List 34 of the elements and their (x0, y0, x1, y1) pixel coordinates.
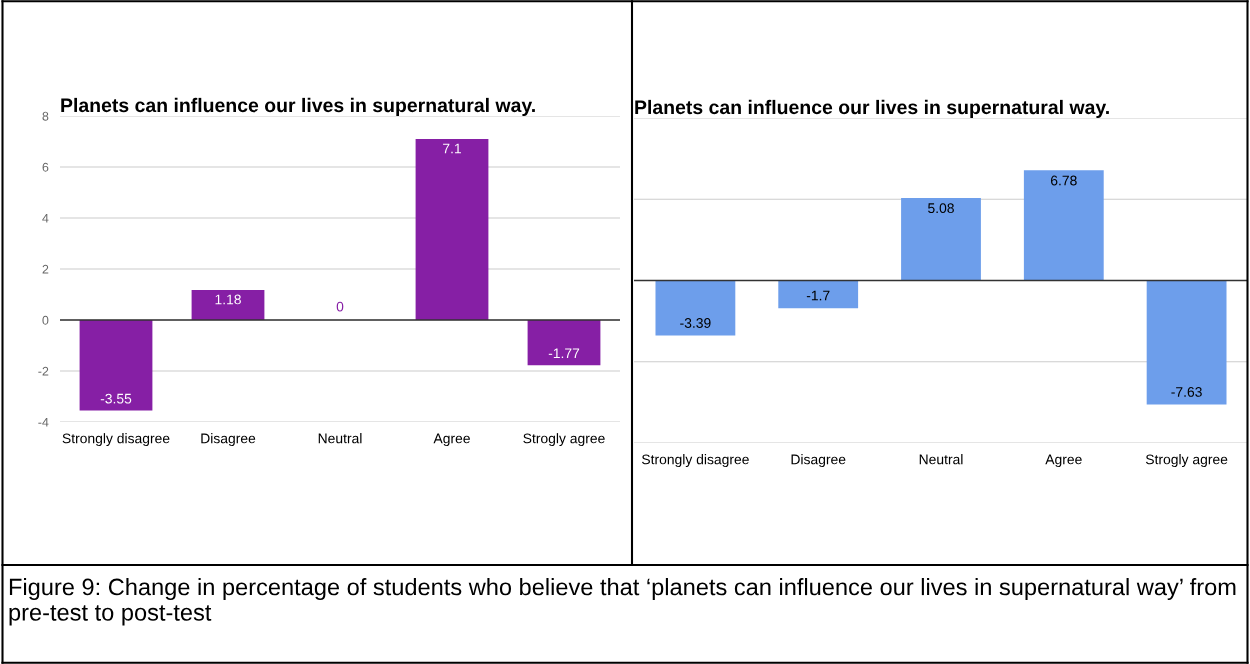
data-label: 7.1 (443, 143, 461, 154)
x-tick-label: Disagree (791, 454, 846, 468)
y-tick-label: -4 (38, 417, 49, 427)
chart-title: Planets can influence our lives in supernatural way. (61, 97, 535, 116)
y-tick-label: 0 (42, 315, 49, 325)
bar (415, 138, 489, 320)
bar (191, 289, 265, 320)
y-tick-label: 2 (42, 264, 49, 274)
bar (527, 320, 601, 366)
bar (79, 320, 153, 411)
y-tick-label: 8 (42, 111, 49, 121)
data-label: 0 (336, 301, 344, 312)
x-tick-label: Strongly disagree (62, 433, 170, 447)
data-label: 1.18 (215, 294, 241, 305)
y-tick-label: 4 (42, 213, 49, 223)
data-label: -1.7 (806, 290, 830, 301)
x-tick-label: Agree (1045, 454, 1082, 468)
data-label: 5.08 (928, 203, 954, 214)
y-tick-label: -2 (38, 366, 49, 376)
x-tick-label: Strongly disagree (641, 454, 749, 468)
x-tick-label: Neutral (318, 433, 362, 444)
caption: Figure 9: Change in percentage of students who believe that ‘planets can influence our lives in supernatural way’ from pre-test to post-test (9, 578, 1236, 626)
data-label: 6.78 (1050, 175, 1077, 186)
data-label: -1.77 (548, 348, 580, 359)
x-tick-label: Strogly agree (523, 433, 605, 447)
x-tick-label: Strogly agree (1145, 454, 1228, 468)
data-label: -3.39 (680, 318, 711, 328)
x-tick-label: Disagree (201, 433, 256, 447)
y-tick-label: 6 (42, 162, 49, 172)
data-label: -3.55 (100, 393, 132, 404)
chart-title: Planets can influence our lives in supernatural way. (635, 99, 1109, 118)
x-tick-label: Neutral (919, 454, 963, 465)
data-label: -7.63 (1171, 387, 1202, 397)
x-tick-label: Agree (433, 433, 470, 447)
